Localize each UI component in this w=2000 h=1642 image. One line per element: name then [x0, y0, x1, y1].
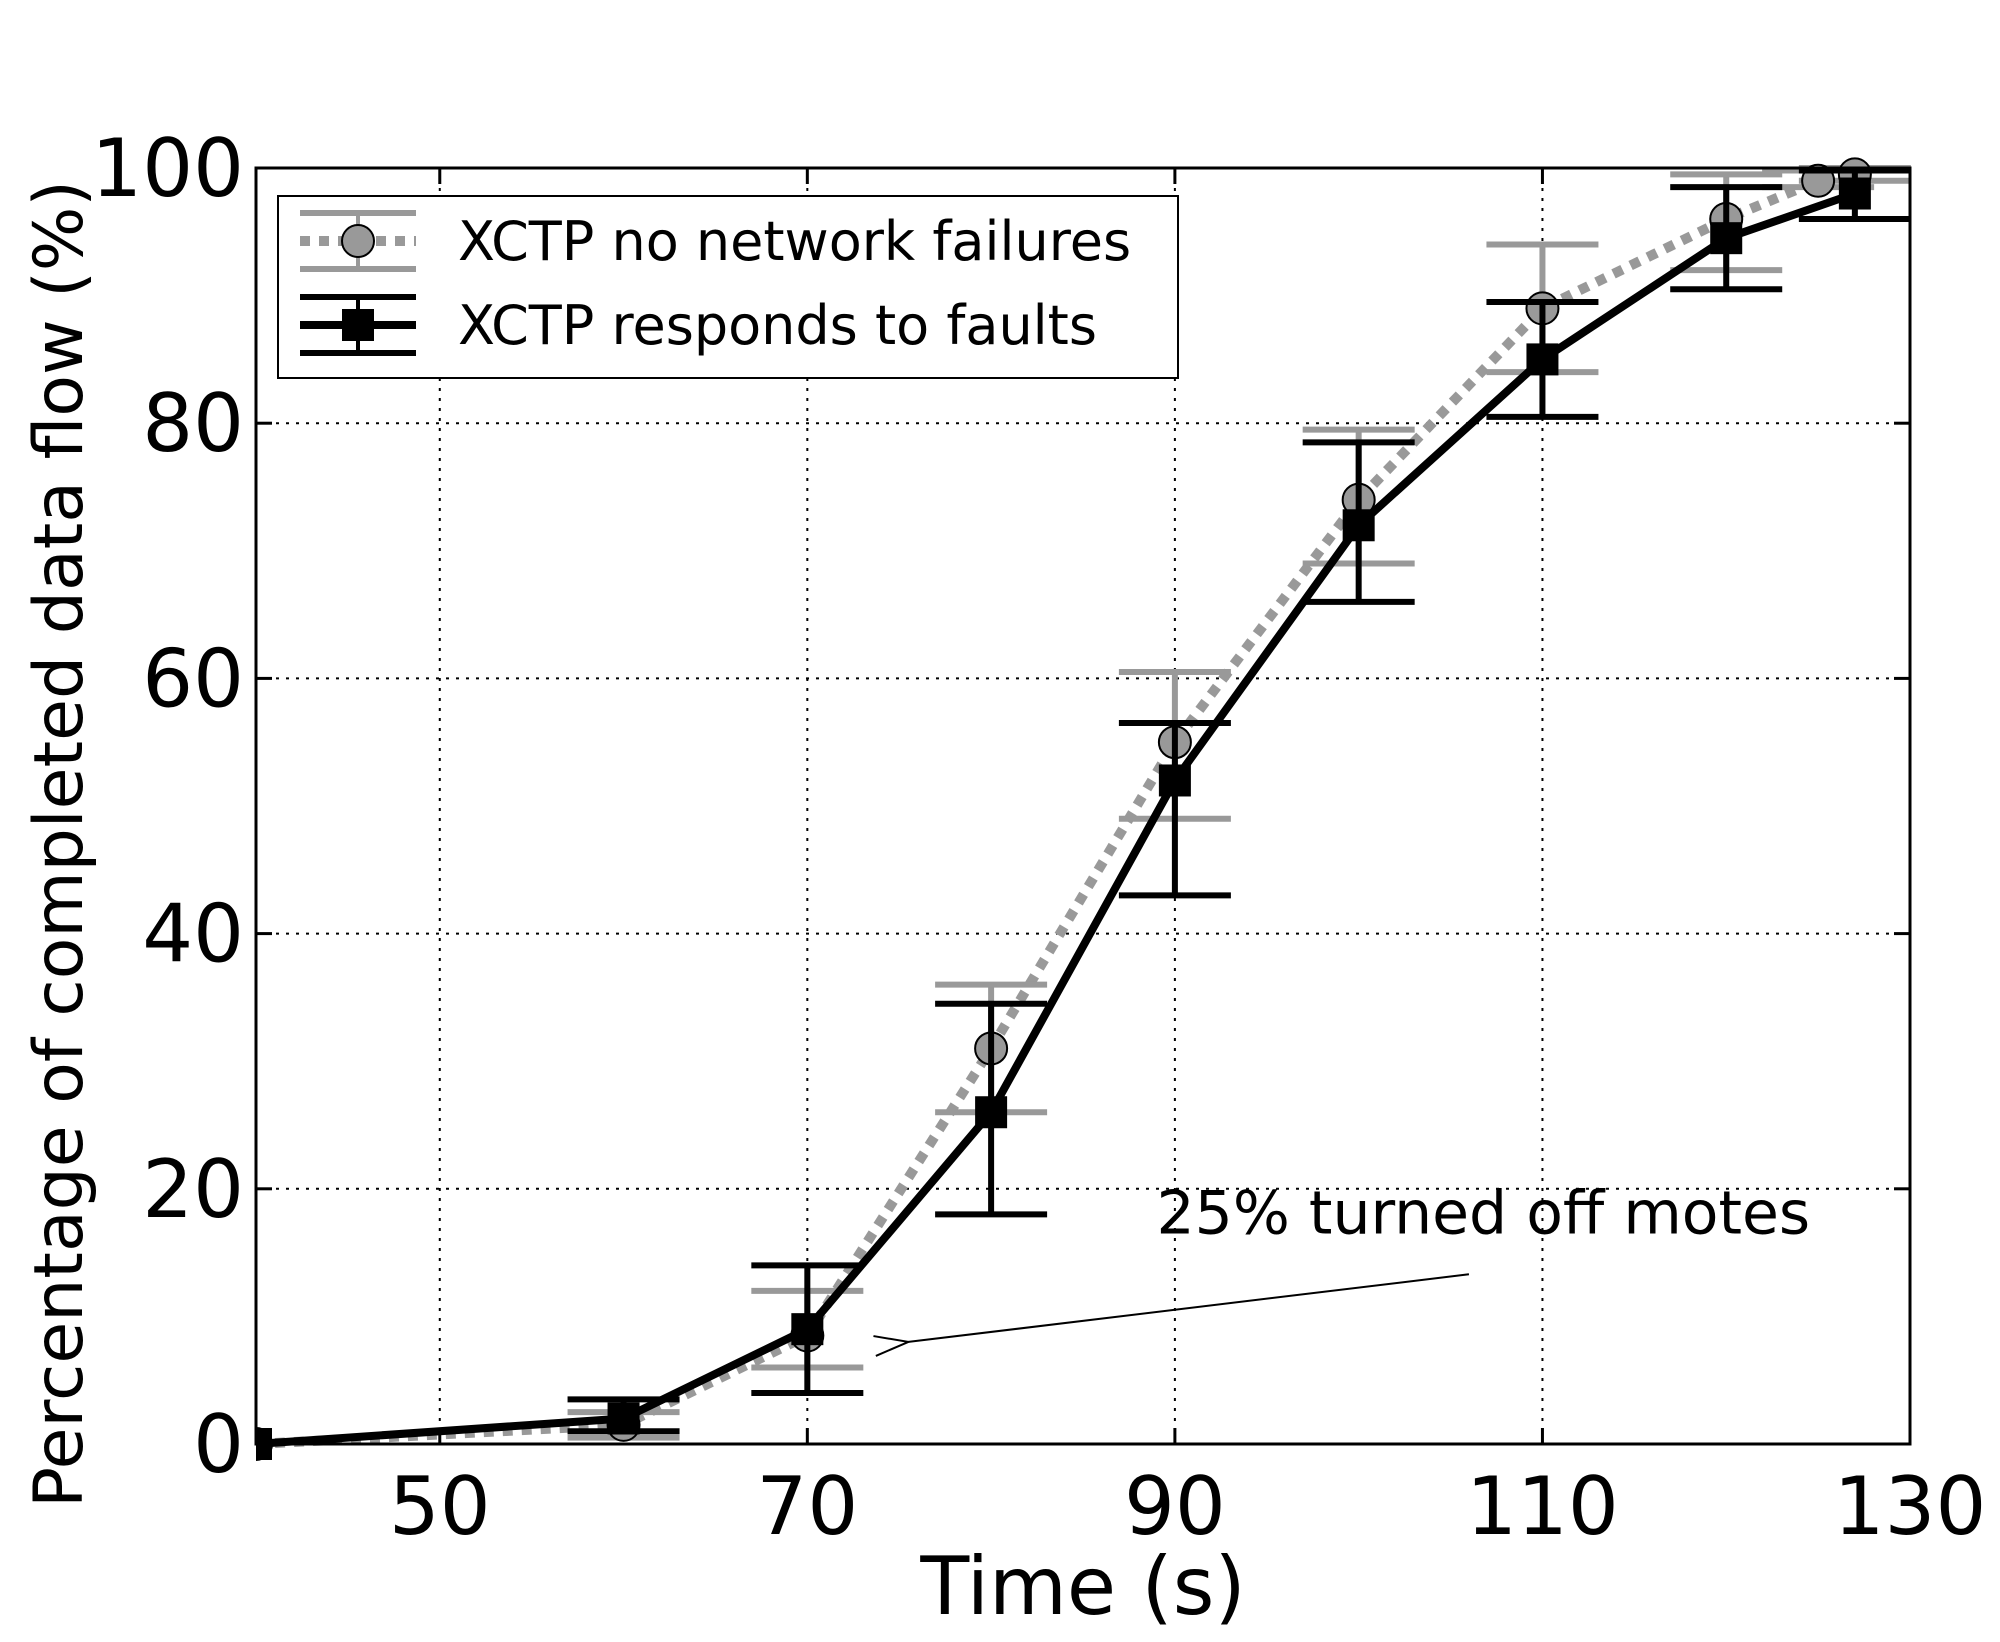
- legend-swatch: [300, 294, 416, 356]
- error-bar: [1118, 720, 1231, 899]
- legend: XCTP no network failures XCTP responds to…: [277, 195, 1179, 379]
- series-2: [256, 167, 1911, 1460]
- y-axis-label: Percentage of completed data flow (%): [20, 180, 99, 1508]
- plot-area-frame: [254, 166, 1912, 1446]
- legend-swatch-marker: [341, 224, 375, 258]
- series-line: [256, 169, 1856, 1449]
- data-point: [1526, 343, 1559, 376]
- y-axis-ticks: 0 20 40 60 80 100: [91, 122, 1910, 1491]
- data-point: [1342, 509, 1375, 542]
- annotation-arrow: [908, 1273, 1470, 1342]
- x-axis-ticks: 50 70 90 110 130: [389, 168, 1986, 1553]
- x-tick-label: 110: [1466, 1460, 1619, 1553]
- y-tick-label: 100: [91, 122, 244, 215]
- series-layer: [256, 157, 1911, 1461]
- data-point: [607, 1402, 640, 1435]
- data-point: [1710, 222, 1743, 255]
- y-tick-label: 40: [142, 888, 244, 981]
- legend-label: XCTP responds to faults: [458, 294, 1097, 357]
- annotation-text: 25% turned off motes: [1157, 1178, 1811, 1248]
- y-tick-label: 80: [142, 377, 244, 470]
- x-tick-label: 70: [756, 1460, 858, 1553]
- data-point: [1838, 177, 1871, 210]
- x-tick-label: 50: [389, 1460, 491, 1553]
- x-tick-label: 90: [1124, 1460, 1226, 1553]
- annotation-layer: 25% turned off motes: [908, 1178, 1810, 1341]
- data-point: [791, 1313, 824, 1346]
- annotation: 25% turned off motes: [908, 1178, 1810, 1341]
- y-tick-label: 20: [142, 1143, 244, 1236]
- x-axis-label: Time (s): [919, 1540, 1245, 1633]
- legend-swatch-marker: [342, 309, 374, 341]
- y-tick-label: 0: [193, 1398, 244, 1491]
- y-tick-label: 60: [142, 632, 244, 725]
- data-point: [1158, 764, 1191, 797]
- data-point: [975, 1096, 1008, 1129]
- legend-box: [277, 195, 1179, 379]
- legend-label: XCTP no network failures: [458, 210, 1131, 273]
- x-tick-label: 130: [1834, 1460, 1987, 1553]
- legend-swatch: [300, 210, 416, 272]
